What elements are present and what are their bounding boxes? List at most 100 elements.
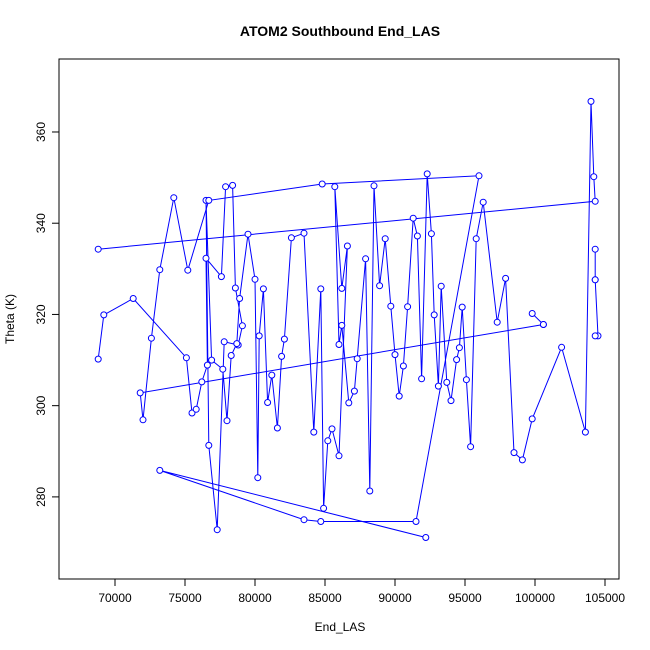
data-point — [362, 255, 370, 263]
data-point — [317, 518, 325, 525]
data-point — [399, 362, 407, 370]
data-point — [192, 405, 200, 413]
data-point — [229, 181, 237, 189]
data-point — [539, 321, 547, 328]
data-point — [418, 375, 426, 383]
data-point — [278, 352, 286, 360]
data-point — [147, 334, 155, 342]
x-tick-label: 80000 — [238, 591, 272, 605]
data-point — [213, 526, 221, 534]
data-point — [338, 321, 346, 329]
x-tick-label: 100000 — [515, 591, 555, 605]
data-point — [300, 229, 308, 237]
data-point — [320, 504, 328, 512]
data-point — [479, 198, 487, 206]
chart-title: ATOM2 Southbound End_LAS — [240, 23, 440, 39]
data-point — [222, 183, 230, 191]
data-point — [259, 285, 267, 293]
data-point — [94, 245, 102, 253]
x-tick-label: 70000 — [98, 591, 132, 605]
data-point — [170, 194, 178, 202]
data-point — [205, 441, 213, 449]
data-point — [475, 172, 483, 180]
data-point — [255, 332, 263, 340]
data-point — [434, 382, 442, 390]
data-point — [427, 230, 435, 238]
data-point — [502, 274, 510, 282]
data-point — [244, 230, 252, 238]
data-point — [331, 183, 339, 191]
x-axis: 70000 75000 80000 85000 90000 95000 100000 1050… — [98, 578, 625, 605]
data-point — [458, 303, 466, 311]
data-point — [156, 466, 164, 474]
data-point — [94, 355, 102, 363]
data-point — [591, 332, 599, 340]
data-point — [198, 378, 206, 386]
series-line — [97, 101, 596, 530]
data-point — [345, 399, 353, 407]
data-point — [453, 356, 461, 364]
data-point — [462, 376, 470, 384]
data-point — [423, 170, 431, 178]
series-line — [139, 175, 545, 538]
data-point — [324, 437, 332, 445]
data-point — [518, 456, 526, 464]
data-point — [472, 235, 480, 243]
series-line — [594, 249, 599, 337]
y-tick-label: 320 — [34, 304, 48, 324]
data-point — [587, 97, 595, 105]
data-point — [182, 354, 190, 362]
data-point — [238, 322, 246, 330]
series-layer — [94, 97, 602, 541]
plot-frame — [58, 58, 620, 580]
data-point — [590, 173, 598, 181]
data-point — [139, 416, 147, 424]
data-point — [437, 282, 445, 290]
data-point — [581, 428, 589, 436]
data-point — [318, 180, 326, 188]
data-point — [129, 295, 137, 302]
data-point — [422, 534, 430, 541]
data-point — [100, 311, 108, 319]
data-point — [413, 232, 421, 240]
data-point — [493, 318, 501, 326]
x-tick-label: 85000 — [308, 591, 342, 605]
data-point — [510, 449, 518, 457]
data-point — [219, 365, 227, 373]
y-axis-label: Theta (K) — [3, 294, 17, 344]
data-point — [236, 295, 244, 302]
data-point — [376, 282, 384, 290]
data-point — [203, 361, 211, 369]
data-point — [220, 338, 228, 346]
data-point — [231, 284, 239, 292]
data-point — [251, 275, 259, 283]
data-point — [558, 343, 566, 351]
data-point — [443, 378, 451, 386]
data-point — [350, 387, 358, 395]
data-point — [370, 182, 378, 190]
data-point — [184, 266, 192, 274]
data-point — [591, 245, 599, 253]
data-point — [205, 196, 213, 204]
data-point — [156, 266, 164, 274]
data-point — [455, 344, 463, 352]
y-tick-label: 300 — [34, 395, 48, 415]
data-point — [467, 443, 475, 451]
data-point — [223, 417, 231, 425]
data-point — [273, 424, 281, 432]
data-point — [404, 303, 412, 311]
x-tick-label: 105000 — [585, 591, 625, 605]
data-point — [430, 311, 438, 319]
data-point — [447, 397, 455, 405]
data-point — [591, 197, 599, 205]
data-point — [591, 276, 599, 284]
data-point — [409, 214, 417, 222]
data-point — [217, 273, 225, 281]
data-point — [254, 474, 262, 482]
y-tick-label: 340 — [34, 213, 48, 233]
data-point — [395, 392, 403, 400]
data-point — [391, 351, 399, 359]
data-point — [528, 310, 536, 317]
data-point — [381, 235, 389, 243]
